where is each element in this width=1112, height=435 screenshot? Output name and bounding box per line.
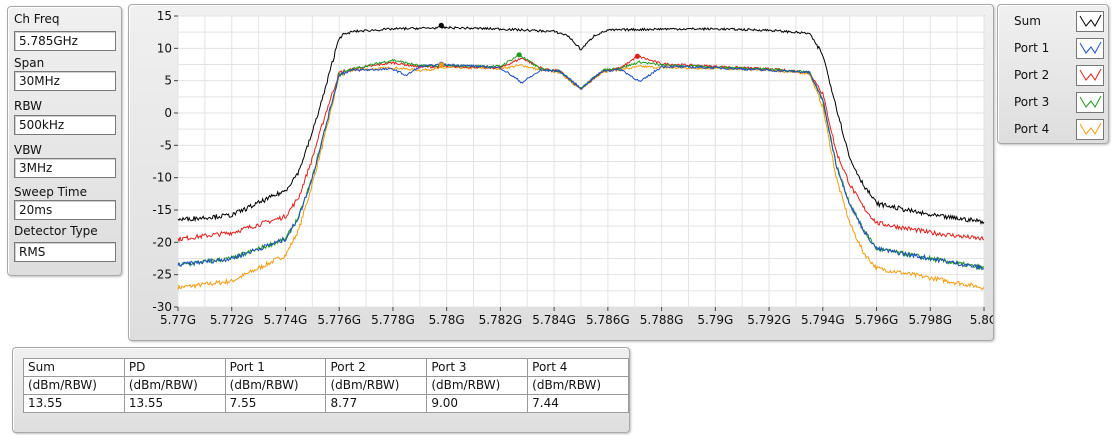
- table-row: Sum PD Port 1 Port 2 Port 3 Port 4: [23, 358, 629, 377]
- series-line-port-1: [177, 62, 985, 271]
- y-tick-label: -25: [152, 268, 172, 282]
- x-tick-label: 5.786G: [586, 313, 630, 327]
- table-row: 13.55 13.55 7.55 8.77 9.00 7.44: [23, 394, 629, 413]
- setting-value-field[interactable]: 30MHz: [14, 71, 116, 91]
- table-value-cell: 7.55: [224, 394, 327, 413]
- setting-label: Span: [14, 56, 45, 70]
- legend-line-swatch-icon[interactable]: [1076, 11, 1104, 32]
- table-header-cell: Sum: [23, 358, 125, 377]
- y-tick-label: 0: [164, 106, 172, 120]
- x-tick-label: 5.78G: [429, 313, 465, 327]
- legend-label: Port 3: [1014, 95, 1050, 109]
- legend-item[interactable]: Port 2: [998, 62, 1108, 88]
- spectrum-graph[interactable]: 15 10 5 0 -5 -10 -15 -20 -25 -305.77G 5.772G 5.774G…: [129, 5, 993, 340]
- settings-panel: Ch Freq 5.785GHz Span 30MHz RBW 500kHz VBW 3MHz…: [7, 6, 122, 276]
- x-tick-label: 5.8G: [970, 313, 993, 327]
- x-tick-label: 5.778G: [371, 313, 415, 327]
- table-header-cell: Port 1: [224, 358, 327, 377]
- table-unit-cell: (dBm/RBW): [123, 376, 226, 395]
- setting-label: Ch Freq: [14, 12, 60, 26]
- table-header-cell: Port 4: [527, 358, 629, 377]
- table-header-cell: Port 2: [325, 358, 428, 377]
- spectrum-graph-panel: 15 10 5 0 -5 -10 -15 -20 -25 -30 5.77G 5.772G 5.774G…: [128, 4, 994, 341]
- table-unit-cell: (dBm/RBW): [426, 376, 529, 395]
- x-tick-label: 5.772G: [210, 313, 254, 327]
- x-tick-label: 5.794G: [801, 313, 845, 327]
- setting-value-field[interactable]: 500kHz: [14, 115, 116, 135]
- x-tick-label: 5.792G: [747, 313, 791, 327]
- setting-label: RBW: [14, 99, 43, 113]
- x-tick-label: 5.782G: [479, 313, 523, 327]
- peak-marker: [438, 62, 444, 68]
- table-unit-cell: (dBm/RBW): [527, 376, 629, 395]
- legend-item[interactable]: Sum: [998, 8, 1108, 34]
- table-value-cell: 13.55: [23, 394, 125, 413]
- legend-line-swatch-icon[interactable]: [1076, 65, 1104, 86]
- setting-label: VBW: [14, 143, 42, 157]
- legend-line-swatch-icon[interactable]: [1076, 38, 1104, 59]
- x-tick-label: 5.774G: [264, 313, 308, 327]
- x-tick-label: 5.79G: [697, 313, 733, 327]
- measurement-table-panel: Sum PD Port 1 Port 2 Port 3 Port 4 (dBm/RBW) (d…: [12, 347, 630, 433]
- table-header-cell: PD: [123, 358, 226, 377]
- setting-value-field[interactable]: 5.785GHz: [14, 31, 116, 51]
- legend-label: Sum: [1014, 14, 1041, 28]
- table-row: (dBm/RBW) (dBm/RBW) (dBm/RBW) (dBm/RBW) (dBm…: [23, 376, 629, 395]
- y-tick-label: -30: [152, 300, 172, 314]
- table-value-cell: 9.00: [426, 394, 529, 413]
- peak-marker: [516, 52, 522, 58]
- table-header-cell: Port 3: [426, 358, 529, 377]
- setting-value-field[interactable]: 3MHz: [14, 158, 116, 178]
- legend-line-swatch-icon[interactable]: [1076, 92, 1104, 113]
- table-value-cell: 13.55: [123, 394, 226, 413]
- peak-marker: [438, 22, 444, 28]
- peak-marker: [634, 53, 641, 59]
- plot-legend-panel: Sum Port 1 Port 2 Port 3 Port 4: [997, 4, 1109, 144]
- legend-label: Port 2: [1014, 68, 1050, 82]
- setting-label: Sweep Time: [14, 185, 87, 199]
- setting-label: Detector Type: [14, 224, 98, 238]
- y-tick-label: -5: [160, 138, 172, 152]
- y-tick-label: 5: [164, 74, 172, 88]
- legend-label: Port 1: [1014, 41, 1050, 55]
- y-tick-label: 15: [157, 9, 172, 23]
- legend-item[interactable]: Port 4: [998, 116, 1108, 142]
- table-value-cell: 8.77: [325, 394, 428, 413]
- y-tick-label: 10: [157, 41, 172, 55]
- y-tick-label: -20: [152, 235, 172, 249]
- x-tick-label: 5.788G: [640, 313, 684, 327]
- series-line-sum: [177, 25, 985, 225]
- x-tick-label: 5.798G: [908, 313, 952, 327]
- table-value-cell: 7.44: [527, 394, 629, 413]
- legend-label: Port 4: [1014, 122, 1050, 136]
- legend-item[interactable]: Port 1: [998, 35, 1108, 61]
- x-tick-label: 5.77G: [160, 313, 196, 327]
- measurement-table[interactable]: Sum PD Port 1 Port 2 Port 3 Port 4 (dBm/RBW) (d…: [23, 358, 629, 413]
- x-tick-label: 5.784G: [532, 313, 576, 327]
- legend-line-swatch-icon[interactable]: [1076, 119, 1104, 140]
- y-tick-label: -15: [152, 203, 172, 217]
- table-unit-cell: (dBm/RBW): [23, 376, 125, 395]
- x-tick-label: 5.796G: [855, 313, 899, 327]
- legend-item[interactable]: Port 3: [998, 89, 1108, 115]
- table-unit-cell: (dBm/RBW): [224, 376, 327, 395]
- table-unit-cell: (dBm/RBW): [325, 376, 428, 395]
- x-tick-label: 5.776G: [317, 313, 361, 327]
- setting-value-field[interactable]: RMS: [14, 242, 116, 262]
- setting-value-field[interactable]: 20ms: [14, 200, 116, 220]
- y-tick-label: -10: [152, 171, 172, 185]
